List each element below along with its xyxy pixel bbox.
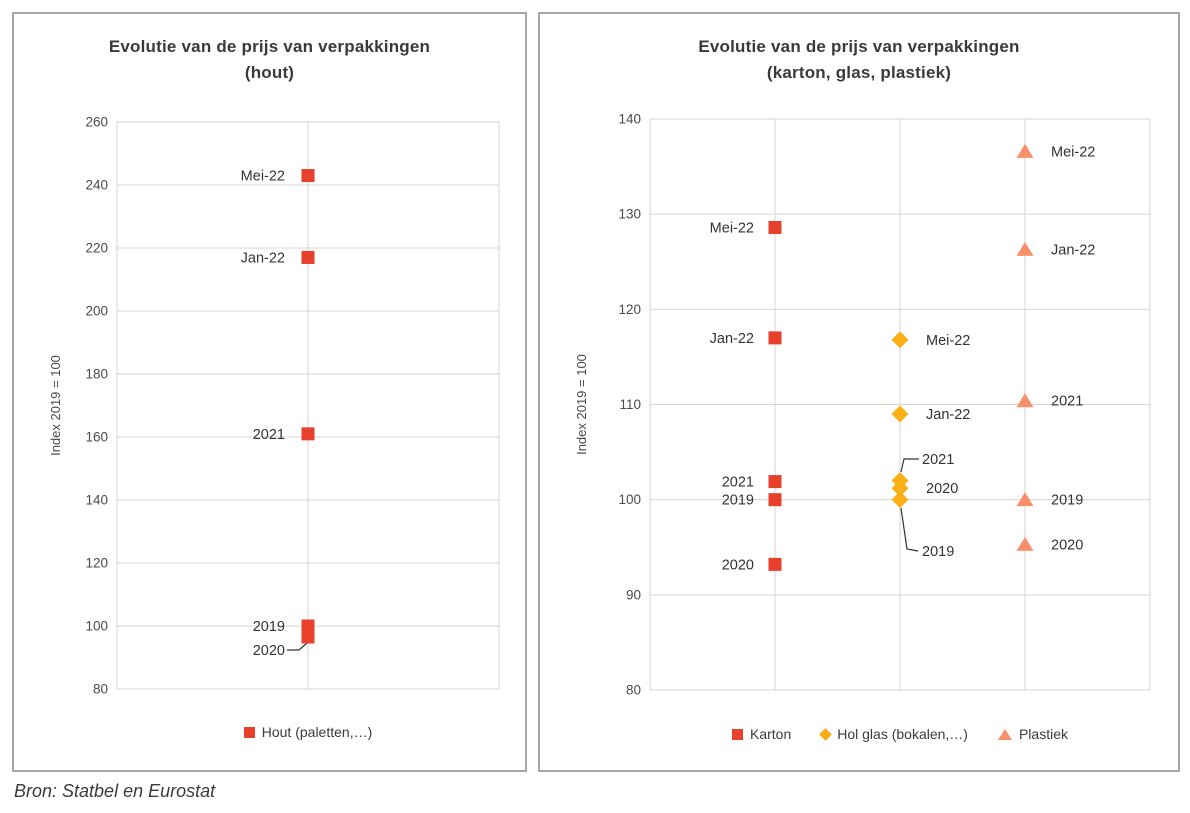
y-tick-label: 160	[85, 430, 108, 445]
point-label: 2021	[1051, 394, 1083, 410]
scatter-chart-karton-glas-plastiek: 140 130 120 110 100 90 80 Index 2019 = 100 Mei-2…	[574, 112, 1151, 698]
triangle-marker	[1016, 492, 1034, 507]
square-marker	[301, 427, 315, 441]
square-legend-icon	[243, 726, 255, 738]
legend-item: Karton	[731, 726, 792, 742]
legend-karton-glas-plastiek: Karton Hol glas (bokalen,…) Plastiek	[650, 726, 1150, 742]
square-marker	[768, 475, 782, 489]
point-label: Jan-22	[241, 250, 285, 266]
legend-label: Karton	[749, 726, 792, 742]
point-label: 2019	[1051, 493, 1083, 509]
point-label: 2019	[722, 493, 754, 509]
legend-item: Plastiek	[997, 726, 1068, 742]
square-marker	[768, 331, 782, 345]
point-label: Jan-22	[1051, 242, 1095, 258]
y-tick-label: 80	[626, 683, 641, 698]
point-label: Jan-22	[710, 331, 754, 347]
point-label: 2019	[922, 544, 954, 560]
point-label: Mei-22	[1051, 144, 1095, 160]
scatter-chart-hout: 260 240 220 200 180 160 140 120 100 80 Index 2019 …	[48, 115, 500, 697]
point-label: 2020	[253, 643, 285, 659]
point-label: 2020	[1051, 537, 1083, 553]
point-label: 2020	[722, 557, 754, 573]
y-axis-title: Index 2019 = 100	[48, 355, 63, 456]
triangle-marker	[1016, 536, 1034, 551]
y-tick-label: 200	[85, 304, 108, 319]
diamond-legend-icon	[819, 727, 833, 741]
y-tick-label: 130	[618, 207, 641, 222]
square-marker	[301, 169, 315, 183]
y-tick-label: 90	[626, 587, 641, 602]
y-tick-label: 180	[85, 367, 108, 382]
point-label: Mei-22	[710, 220, 754, 236]
chart-title-line2: (hout)	[244, 63, 295, 83]
triangle-marker	[1016, 143, 1034, 158]
legend-label: Hout (paletten,…)	[261, 724, 373, 740]
triangle-legend-icon	[997, 728, 1012, 740]
chart-title-karton-glas-plastiek: Evolutie van de prijs van verpakkingen (…	[540, 34, 1178, 87]
point-label: 2021	[253, 427, 285, 443]
legend-hout: Hout (paletten,…)	[117, 724, 499, 740]
y-tick-label: 110	[619, 397, 641, 412]
triangle-marker	[1016, 241, 1034, 256]
legend-item: Hout (paletten,…)	[243, 724, 373, 740]
point-label: Jan-22	[926, 407, 970, 423]
leader-line	[900, 458, 919, 473]
y-tick-label: 120	[618, 302, 641, 317]
y-axis-title: Index 2019 = 100	[574, 354, 589, 455]
point-label: 2021	[722, 475, 754, 491]
chart-title-line2: (karton, glas, plastiek)	[766, 63, 952, 83]
square-marker	[301, 630, 315, 644]
point-label: Mei-22	[926, 333, 970, 349]
plot-border	[649, 118, 1151, 691]
diamond-marker	[891, 331, 909, 349]
chart-title-hout: Evolutie van de prijs van verpakkingen (…	[14, 34, 525, 87]
y-tick-label: 140	[85, 493, 108, 508]
source-note: Bron: Statbel en Eurostat	[14, 781, 216, 801]
point-label: 2021	[922, 452, 954, 468]
diamond-marker	[891, 491, 909, 509]
leader-line	[287, 642, 308, 651]
square-legend-icon	[731, 728, 743, 740]
diamond-marker	[891, 479, 909, 497]
legend-item: Hol glas (bokalen,…)	[819, 726, 968, 742]
chart-title-line1: Evolutie van de prijs van verpakkingen	[108, 37, 431, 56]
y-tick-label: 80	[93, 682, 108, 697]
y-tick-label: 100	[618, 492, 641, 507]
square-marker	[301, 619, 315, 633]
triangle-marker	[1016, 393, 1034, 408]
square-marker	[768, 220, 782, 234]
legend-label: Hol glas (bokalen,…)	[837, 726, 968, 742]
point-label: 2020	[926, 481, 958, 497]
y-tick-label: 120	[85, 556, 108, 571]
y-tick-label: 220	[85, 241, 108, 256]
leader-line	[900, 507, 919, 552]
square-marker	[768, 557, 782, 571]
point-label: Mei-22	[241, 169, 285, 185]
point-label: 2019	[253, 619, 285, 635]
chart-title-line1: Evolutie van de prijs van verpakkingen	[698, 37, 1020, 56]
y-tick-label: 260	[85, 115, 108, 130]
square-marker	[768, 493, 782, 507]
square-marker	[301, 250, 315, 264]
y-tick-label: 240	[85, 178, 108, 193]
chart-panel-karton-glas-plastiek: Evolutie van de prijs van verpakkingen (…	[538, 12, 1180, 772]
diamond-marker	[891, 405, 909, 423]
plot-border	[116, 121, 500, 690]
legend-label: Plastiek	[1018, 726, 1068, 742]
y-tick-label: 140	[618, 112, 641, 127]
y-tick-label: 100	[85, 619, 108, 634]
chart-panel-hout: Evolutie van de prijs van verpakkingen (…	[12, 12, 527, 772]
